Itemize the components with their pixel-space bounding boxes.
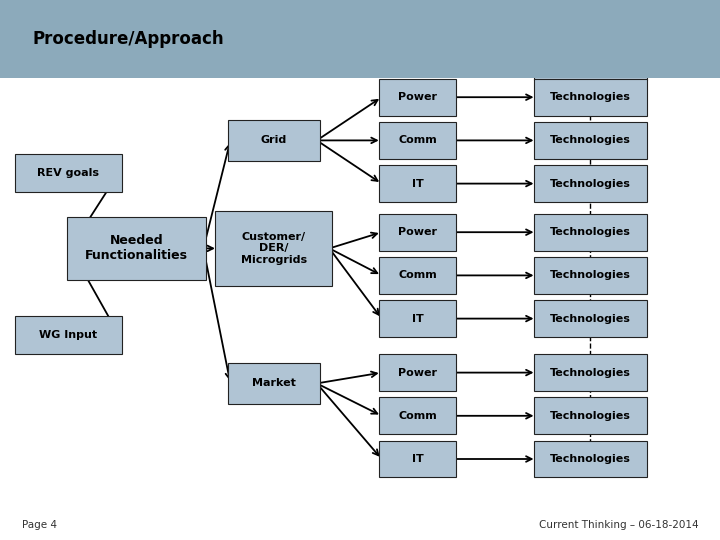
Text: Comm: Comm: [398, 136, 437, 145]
FancyBboxPatch shape: [68, 217, 206, 280]
FancyBboxPatch shape: [534, 397, 647, 434]
FancyBboxPatch shape: [379, 165, 456, 202]
Text: Technologies: Technologies: [550, 179, 631, 188]
FancyBboxPatch shape: [15, 154, 122, 192]
FancyBboxPatch shape: [379, 214, 456, 251]
FancyBboxPatch shape: [379, 354, 456, 391]
FancyBboxPatch shape: [379, 79, 456, 116]
Text: Technologies: Technologies: [550, 314, 631, 323]
FancyBboxPatch shape: [215, 211, 333, 286]
FancyBboxPatch shape: [534, 354, 647, 391]
Text: IT: IT: [412, 454, 423, 464]
Text: Grid: Grid: [261, 136, 287, 145]
Text: Current Thinking – 06-18-2014: Current Thinking – 06-18-2014: [539, 520, 698, 530]
Text: Page 4: Page 4: [22, 520, 57, 530]
Text: Technologies: Technologies: [550, 411, 631, 421]
FancyBboxPatch shape: [379, 122, 456, 159]
Text: Technologies: Technologies: [550, 454, 631, 464]
Text: IT: IT: [412, 179, 423, 188]
Text: Comm: Comm: [398, 271, 437, 280]
FancyBboxPatch shape: [379, 257, 456, 294]
FancyBboxPatch shape: [534, 214, 647, 251]
FancyBboxPatch shape: [534, 441, 647, 477]
Text: IT: IT: [412, 314, 423, 323]
Text: Comm: Comm: [398, 411, 437, 421]
FancyBboxPatch shape: [534, 79, 647, 116]
Text: Market: Market: [252, 379, 295, 388]
Text: Needed
Functionalities: Needed Functionalities: [85, 234, 189, 262]
Text: Power: Power: [398, 368, 437, 377]
Text: Maturity: Maturity: [560, 53, 621, 66]
FancyBboxPatch shape: [534, 257, 647, 294]
FancyBboxPatch shape: [379, 300, 456, 337]
Text: Technologies: Technologies: [550, 271, 631, 280]
Text: Procedure/Approach: Procedure/Approach: [32, 30, 224, 48]
Text: Technologies: Technologies: [550, 136, 631, 145]
FancyBboxPatch shape: [228, 363, 320, 404]
FancyBboxPatch shape: [534, 122, 647, 159]
Text: Technologies: Technologies: [550, 92, 631, 102]
FancyBboxPatch shape: [534, 165, 647, 202]
Text: Power: Power: [398, 92, 437, 102]
FancyBboxPatch shape: [379, 441, 456, 477]
FancyBboxPatch shape: [0, 0, 720, 78]
FancyBboxPatch shape: [15, 316, 122, 354]
Text: Power: Power: [398, 227, 437, 237]
FancyBboxPatch shape: [534, 300, 647, 337]
Text: Customer/
DER/
Microgrids: Customer/ DER/ Microgrids: [240, 232, 307, 265]
Text: Technologies: Technologies: [550, 227, 631, 237]
FancyBboxPatch shape: [534, 39, 647, 80]
Text: Technologies: Technologies: [550, 368, 631, 377]
Text: REV goals: REV goals: [37, 168, 99, 178]
FancyBboxPatch shape: [228, 120, 320, 161]
Text: WG Input: WG Input: [40, 330, 97, 340]
FancyBboxPatch shape: [379, 397, 456, 434]
